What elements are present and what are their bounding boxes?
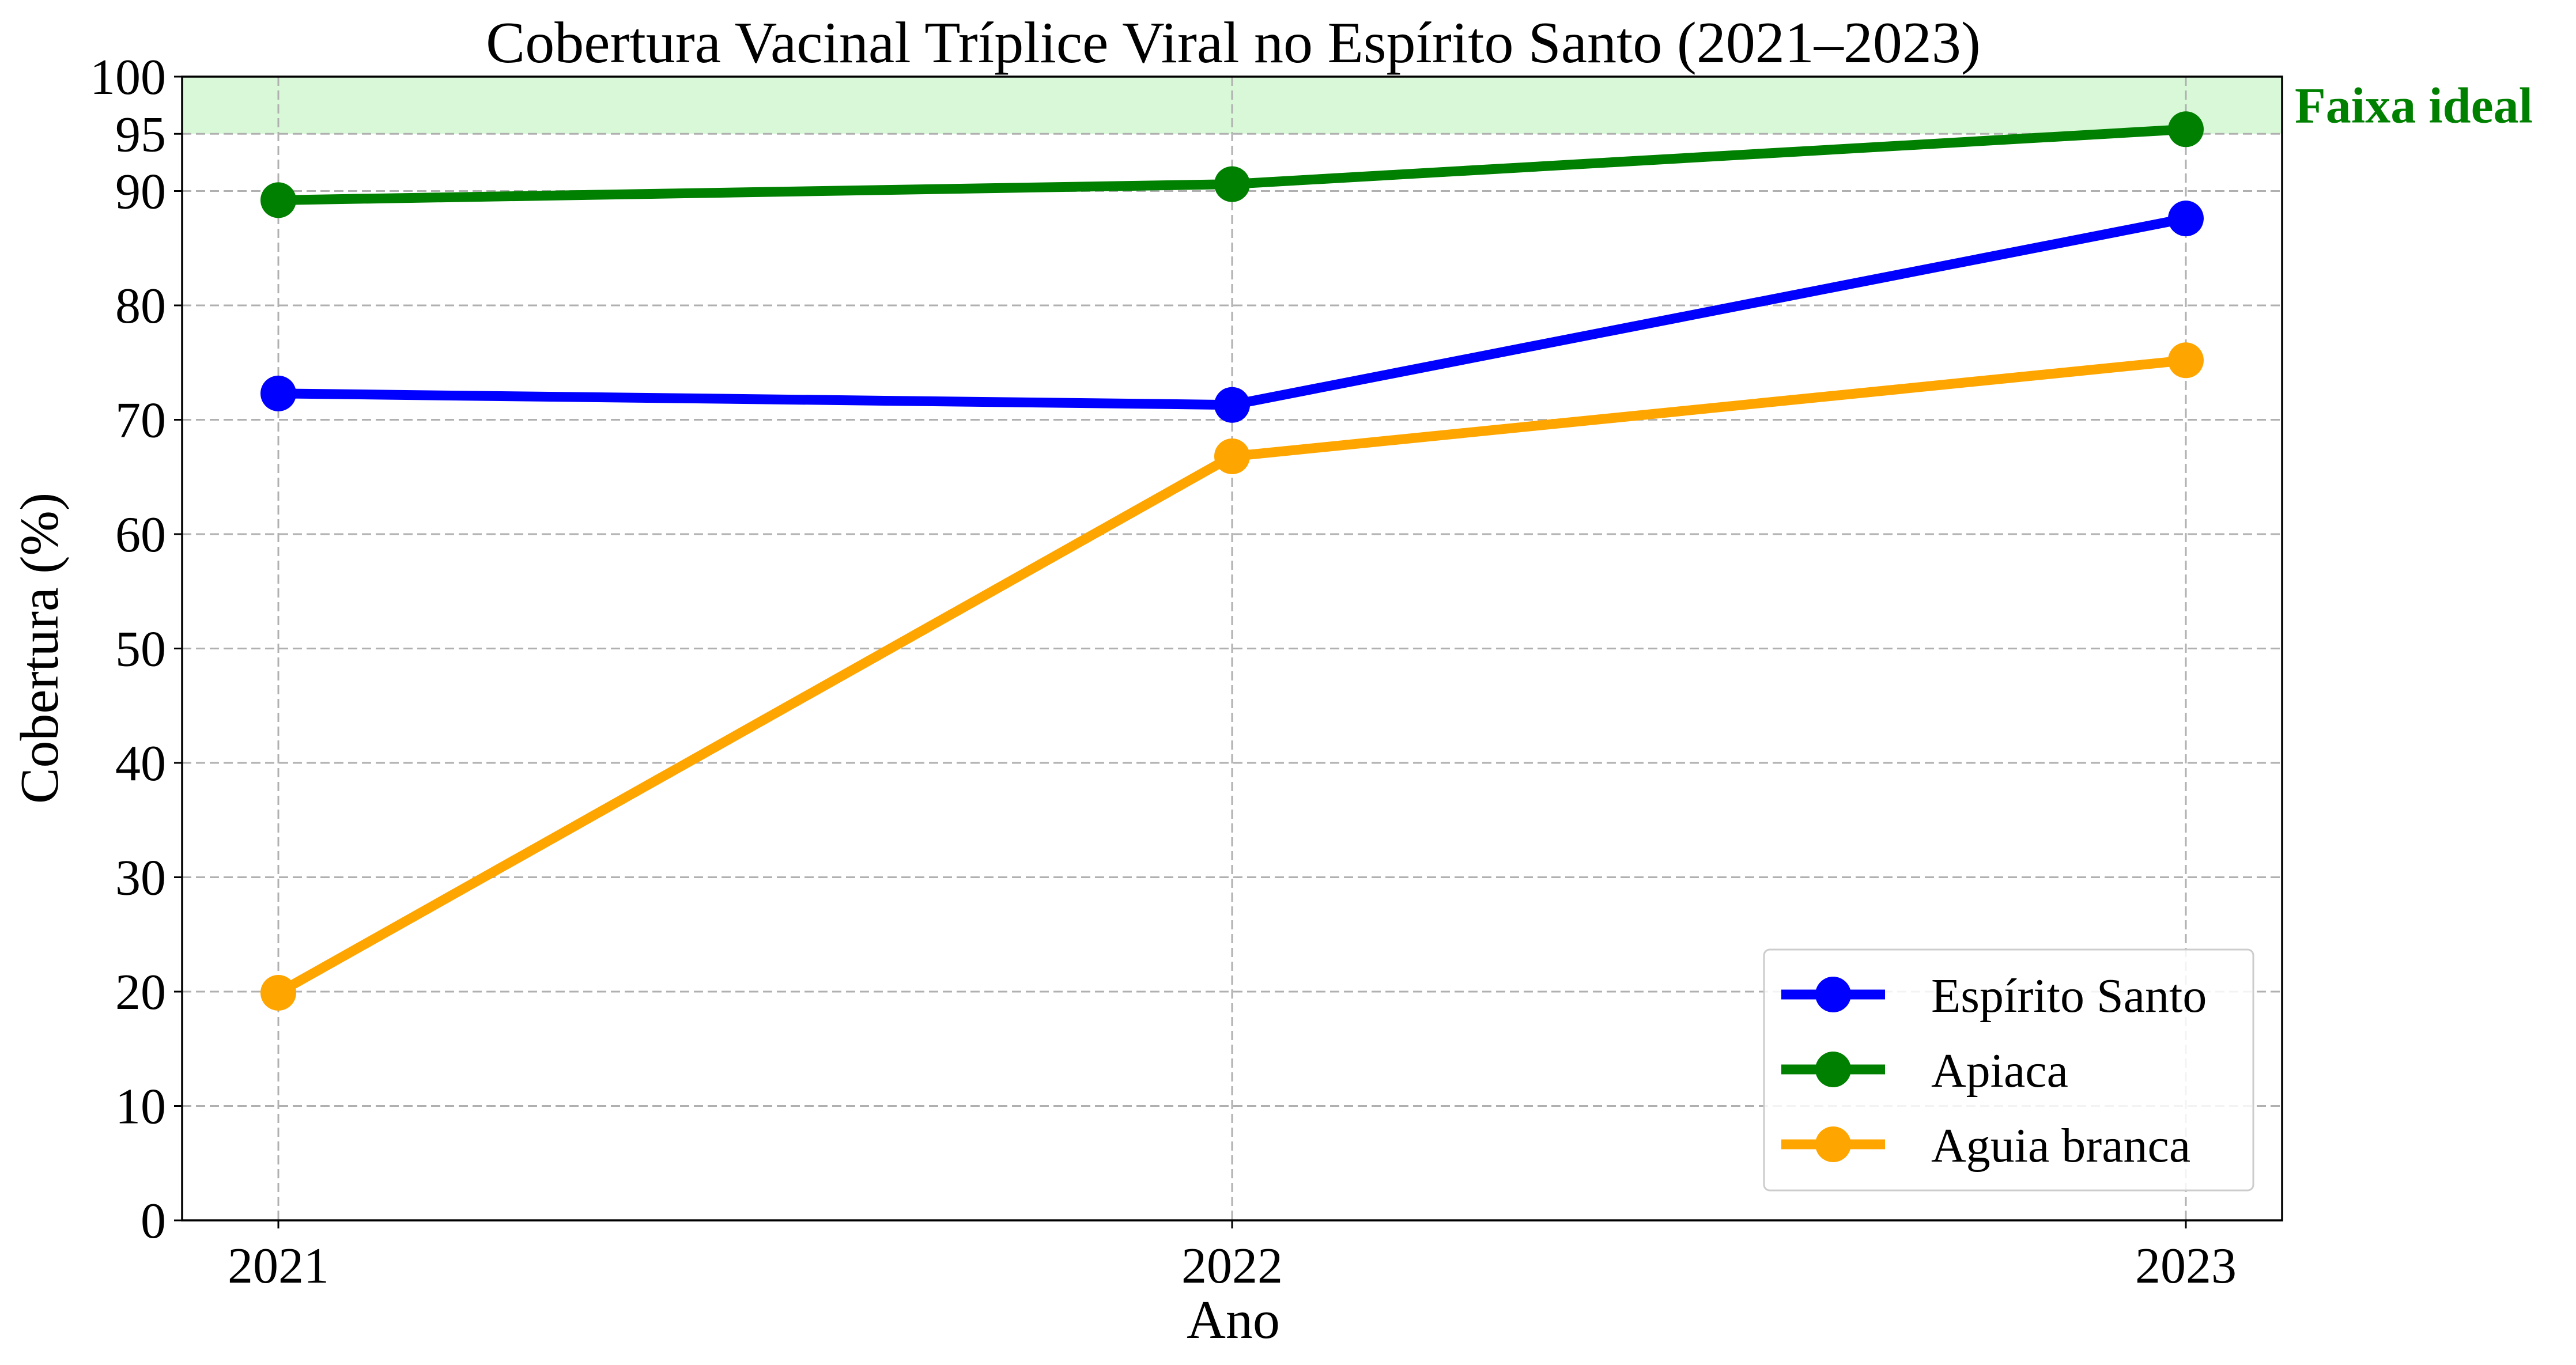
y-tick-label: 90: [115, 164, 166, 220]
ideal-range-label: Faixa ideal: [2295, 78, 2533, 134]
y-tick-label: 95: [115, 107, 166, 162]
x-tick-label: 2022: [1181, 1238, 1283, 1294]
y-axis-label: Cobertura (%): [10, 493, 70, 804]
legend-label: Apiaca: [1931, 1044, 2068, 1098]
y-tick-label: 30: [115, 850, 166, 906]
chart-title: Cobertura Vacinal Tríplice Viral no Espí…: [486, 10, 1981, 75]
y-tick-label: 20: [115, 965, 166, 1020]
legend-swatch-marker: [1815, 1126, 1851, 1162]
legend-swatch-marker: [1815, 1052, 1851, 1087]
x-tick-label: 2021: [228, 1238, 329, 1294]
y-tick-label: 80: [115, 278, 166, 334]
y-tick-label: 0: [141, 1193, 166, 1249]
data-point: [1214, 387, 1250, 423]
y-tick-label: 60: [115, 507, 166, 563]
series-2: [260, 342, 2204, 1011]
y-tick-label: 100: [90, 50, 166, 105]
plot-frame: [181, 75, 2283, 1222]
data-point: [2168, 111, 2204, 148]
legend-label: Espírito Santo: [1931, 969, 2207, 1023]
x-axis-label: Ano: [1187, 1290, 1280, 1350]
legend-entry: Aguia branca: [1781, 1119, 2190, 1173]
x-tick-label: 2023: [2135, 1238, 2237, 1294]
data-point: [2168, 201, 2204, 237]
legend: Espírito Santo Apiaca Aguia branca: [1763, 948, 2254, 1192]
data-point: [1214, 166, 1250, 202]
y-tick-label: 40: [115, 736, 166, 792]
legend-entry: Apiaca: [1781, 1044, 2068, 1098]
series-layer: [260, 111, 2204, 1011]
x-axis-ticks: 2021 2022 2023: [228, 1220, 2237, 1294]
series-0: [260, 201, 2204, 423]
legend-box: [1763, 948, 2254, 1192]
data-point: [260, 375, 296, 411]
data-point: [1214, 438, 1250, 475]
y-tick-label: 50: [115, 622, 166, 678]
legend-entry: Espírito Santo: [1781, 969, 2207, 1023]
data-point: [2168, 342, 2204, 379]
y-tick-label: 70: [115, 393, 166, 449]
series-1: [260, 111, 2204, 218]
data-point: [260, 182, 296, 218]
y-tick-label: 10: [115, 1079, 166, 1135]
legend-label: Aguia branca: [1931, 1119, 2190, 1173]
legend-items: Espírito Santo Apiaca Aguia branca: [1781, 969, 2207, 1173]
legend-swatch-marker: [1815, 977, 1851, 1012]
data-point: [260, 974, 296, 1011]
